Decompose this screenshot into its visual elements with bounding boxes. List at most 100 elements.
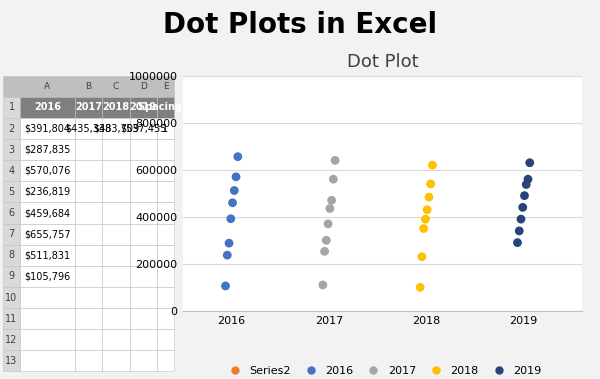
FancyBboxPatch shape: [102, 118, 130, 139]
FancyBboxPatch shape: [75, 97, 102, 118]
FancyBboxPatch shape: [157, 118, 174, 139]
Text: $459,684: $459,684: [25, 208, 71, 218]
Text: 2019: 2019: [130, 102, 157, 113]
Point: [516, 216, 526, 222]
FancyBboxPatch shape: [102, 139, 130, 160]
FancyBboxPatch shape: [75, 202, 102, 224]
FancyBboxPatch shape: [75, 139, 102, 160]
Point: [514, 228, 524, 234]
FancyBboxPatch shape: [130, 139, 157, 160]
Point: [417, 254, 427, 260]
FancyBboxPatch shape: [3, 97, 20, 118]
Text: Spacing 1: Spacing 1: [139, 102, 193, 113]
FancyBboxPatch shape: [157, 76, 174, 97]
Point: [221, 283, 230, 289]
Point: [228, 200, 238, 206]
FancyBboxPatch shape: [157, 97, 174, 118]
FancyBboxPatch shape: [157, 202, 174, 224]
Point: [525, 160, 535, 166]
Point: [422, 207, 432, 213]
Point: [518, 204, 527, 210]
FancyBboxPatch shape: [130, 224, 157, 245]
Point: [512, 240, 522, 246]
FancyBboxPatch shape: [20, 308, 75, 329]
Point: [226, 216, 236, 222]
Text: $391,804: $391,804: [25, 124, 70, 133]
Text: 5: 5: [8, 187, 14, 197]
FancyBboxPatch shape: [157, 287, 174, 308]
Text: $105,796: $105,796: [25, 271, 71, 281]
Text: Dot Plots in Excel: Dot Plots in Excel: [163, 11, 437, 39]
FancyBboxPatch shape: [3, 76, 20, 97]
FancyBboxPatch shape: [3, 350, 20, 371]
FancyBboxPatch shape: [130, 202, 157, 224]
FancyBboxPatch shape: [102, 97, 130, 118]
FancyBboxPatch shape: [3, 118, 20, 139]
FancyBboxPatch shape: [20, 182, 75, 202]
FancyBboxPatch shape: [3, 182, 20, 202]
Text: $483,709: $483,709: [93, 124, 139, 133]
FancyBboxPatch shape: [130, 160, 157, 182]
Text: 2: 2: [8, 124, 14, 133]
FancyBboxPatch shape: [3, 308, 20, 329]
Text: E: E: [163, 82, 168, 91]
Text: 8: 8: [8, 250, 14, 260]
FancyBboxPatch shape: [157, 224, 174, 245]
Text: 2018: 2018: [102, 102, 130, 113]
FancyBboxPatch shape: [102, 350, 130, 371]
Point: [424, 194, 434, 200]
Text: $570,076: $570,076: [24, 166, 71, 176]
Point: [426, 181, 436, 187]
FancyBboxPatch shape: [3, 139, 20, 160]
Text: $537,455: $537,455: [120, 124, 166, 133]
FancyBboxPatch shape: [157, 329, 174, 350]
FancyBboxPatch shape: [157, 308, 174, 329]
Point: [322, 237, 331, 243]
Text: C: C: [113, 82, 119, 91]
FancyBboxPatch shape: [3, 266, 20, 287]
FancyBboxPatch shape: [20, 160, 75, 182]
FancyBboxPatch shape: [102, 202, 130, 224]
FancyBboxPatch shape: [130, 245, 157, 266]
Text: 3: 3: [8, 145, 14, 155]
FancyBboxPatch shape: [20, 97, 75, 118]
FancyBboxPatch shape: [130, 287, 157, 308]
FancyBboxPatch shape: [20, 76, 75, 97]
FancyBboxPatch shape: [102, 329, 130, 350]
Text: $655,757: $655,757: [24, 229, 71, 239]
FancyBboxPatch shape: [3, 245, 20, 266]
FancyBboxPatch shape: [3, 224, 20, 245]
FancyBboxPatch shape: [130, 182, 157, 202]
FancyBboxPatch shape: [75, 160, 102, 182]
Point: [320, 248, 329, 254]
FancyBboxPatch shape: [102, 245, 130, 266]
FancyBboxPatch shape: [102, 160, 130, 182]
FancyBboxPatch shape: [3, 287, 20, 308]
Point: [323, 221, 333, 227]
FancyBboxPatch shape: [75, 308, 102, 329]
FancyBboxPatch shape: [130, 350, 157, 371]
Point: [329, 176, 338, 182]
Text: A: A: [44, 82, 50, 91]
Point: [421, 216, 430, 222]
FancyBboxPatch shape: [157, 160, 174, 182]
Point: [415, 284, 425, 290]
FancyBboxPatch shape: [130, 329, 157, 350]
FancyBboxPatch shape: [75, 224, 102, 245]
FancyBboxPatch shape: [102, 287, 130, 308]
FancyBboxPatch shape: [157, 350, 174, 371]
FancyBboxPatch shape: [3, 202, 20, 224]
Point: [521, 182, 531, 188]
FancyBboxPatch shape: [20, 287, 75, 308]
FancyBboxPatch shape: [157, 245, 174, 266]
FancyBboxPatch shape: [75, 118, 102, 139]
Point: [325, 205, 335, 211]
Text: 6: 6: [8, 208, 14, 218]
Point: [223, 252, 232, 258]
Point: [231, 174, 241, 180]
Text: 2017: 2017: [75, 102, 102, 113]
Title: Dot Plot: Dot Plot: [347, 53, 418, 72]
FancyBboxPatch shape: [130, 118, 157, 139]
Point: [523, 176, 533, 182]
FancyBboxPatch shape: [20, 266, 75, 287]
